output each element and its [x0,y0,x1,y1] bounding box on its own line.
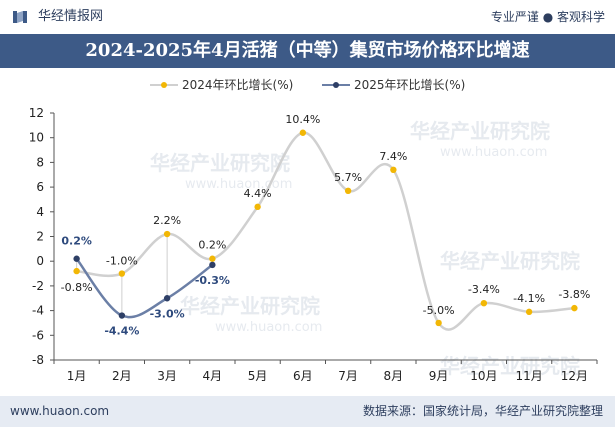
brand-name: 华经情报网 [38,9,104,24]
watermark-url: www.huaon.com [185,177,292,192]
legend-label: 2025年环比增长(%) [354,78,465,92]
data-label-2024: 5.7% [334,171,362,184]
data-point-2024 [525,308,533,316]
data-label-2025: -4.4% [104,325,139,338]
data-label-2025: -0.3% [195,274,230,287]
data-point-2024 [73,267,80,275]
legend-label: 2024年环比增长(%) [182,78,293,92]
data-point-2025 [118,312,126,319]
data-label-2024: 0.2% [198,239,226,252]
tagline: 专业严谨 ● 客观科学 [490,10,605,24]
data-label-2024: -3.4% [468,283,500,296]
x-tick-label: 12月 [561,369,588,383]
data-label-2024: 7.4% [379,150,407,163]
data-label-2025: -3.0% [150,307,185,320]
series-line-2025 [75,257,214,319]
legend: 2024年环比增长(%) 2025年环比增长(%) [150,78,465,92]
data-label-2024: -4.1% [513,292,545,305]
x-tick-label: 9月 [429,369,449,383]
watermark-text: 华经产业研究院 [440,354,580,378]
x-tick-label: 4月 [203,369,223,383]
data-point-2025 [163,295,171,302]
y-tick-label: 6 [36,180,44,194]
data-label-2024: -3.8% [558,288,590,301]
data-point-2024 [435,319,442,327]
data-labels: -0.8% -1.0% 2.2% 0.2% 4.4% 10.4% 5.7% 7.4% -5.0%… [61,113,591,338]
x-tick-label: 5月 [248,369,268,383]
x-tick-label: 8月 [384,369,404,383]
y-tick-label: -4 [32,304,44,318]
y-tick-label: 12 [29,106,44,120]
y-axis: -8 -6 -4 -2 0 2 4 6 8 10 12 [29,106,55,367]
data-point-2024 [571,304,578,312]
brand-logo-icon [13,11,27,23]
data-point-2024 [299,129,307,136]
data-point-2024 [254,203,261,211]
x-tick-label: 11月 [515,369,542,383]
legend-item-2025: 2025年环比增长(%) [322,78,465,92]
data-point-2024 [118,270,126,277]
y-tick-label: 4 [36,205,44,219]
data-point-2024 [344,187,352,195]
x-tick-label: 7月 [338,369,358,383]
y-tick-label: 8 [36,155,44,169]
data-label-2024: 10.4% [285,113,320,126]
data-label-2024: 4.4% [244,187,272,200]
data-point-2024 [163,230,171,238]
x-tick-label: 3月 [157,369,177,383]
y-tick-label: 2 [36,230,44,244]
y-tick-label: 0 [36,254,44,268]
data-source: 数据来源：国家统计局，华经产业研究院整理 [362,404,603,418]
x-axis: 1月 2月 3月 4月 5月 6月 7月 8月 9月 10月 11月 12月 [53,359,598,383]
line-chart: 华经产业研究院 www.huaon.com 华经产业研究院 www.huaon.… [29,78,598,383]
y-tick-label: -8 [32,353,44,367]
top-bar: 华经情报网 专业严谨 ● 客观科学 [0,0,615,34]
watermark-text: 华经产业研究院 [180,294,320,318]
data-label-2025: 0.2% [61,235,92,248]
x-tick-label: 1月 [67,369,87,383]
title-bar: 2024-2025年4月活猪（中等）集贸市场价格环比增速 [0,34,615,68]
data-point-2024 [390,166,397,174]
series-2024 [73,129,578,331]
watermark-url: www.huaon.com [440,145,547,160]
watermark-text: 华经产业研究院 [150,151,290,175]
data-point-2025 [209,261,216,269]
data-point-2025 [73,255,80,262]
x-tick-label: 10月 [470,369,497,383]
data-label-2024: -0.8% [61,281,93,294]
y-tick-label: -6 [32,328,44,342]
data-label-2024: 2.2% [153,214,181,227]
x-tick-label: 2月 [112,369,132,383]
data-point-2024 [209,255,216,262]
chart-title: 2024-2025年4月活猪（中等）集贸市场价格环比增速 [85,40,530,61]
watermark-text: 华经产业研究院 [440,249,580,273]
series-2025 [73,255,216,319]
watermark-layer: 华经产业研究院 www.huaon.com 华经产业研究院 www.huaon.… [150,119,580,378]
y-tick-label: -2 [32,279,44,293]
footer-bar: www.huaon.com 数据来源：国家统计局，华经产业研究院整理 [0,396,615,427]
y-tick-label: 10 [29,131,44,145]
x-tick-label: 6月 [293,369,313,383]
data-label-2024: -5.0% [423,304,455,317]
website-link[interactable]: www.huaon.com [10,404,110,418]
legend-item-2024: 2024年环比增长(%) [150,78,293,92]
watermark-text: 华经产业研究院 [410,119,550,143]
data-point-2024 [480,299,488,307]
data-label-2024: -1.0% [106,255,138,268]
watermark-url: www.huaon.com [215,320,322,335]
